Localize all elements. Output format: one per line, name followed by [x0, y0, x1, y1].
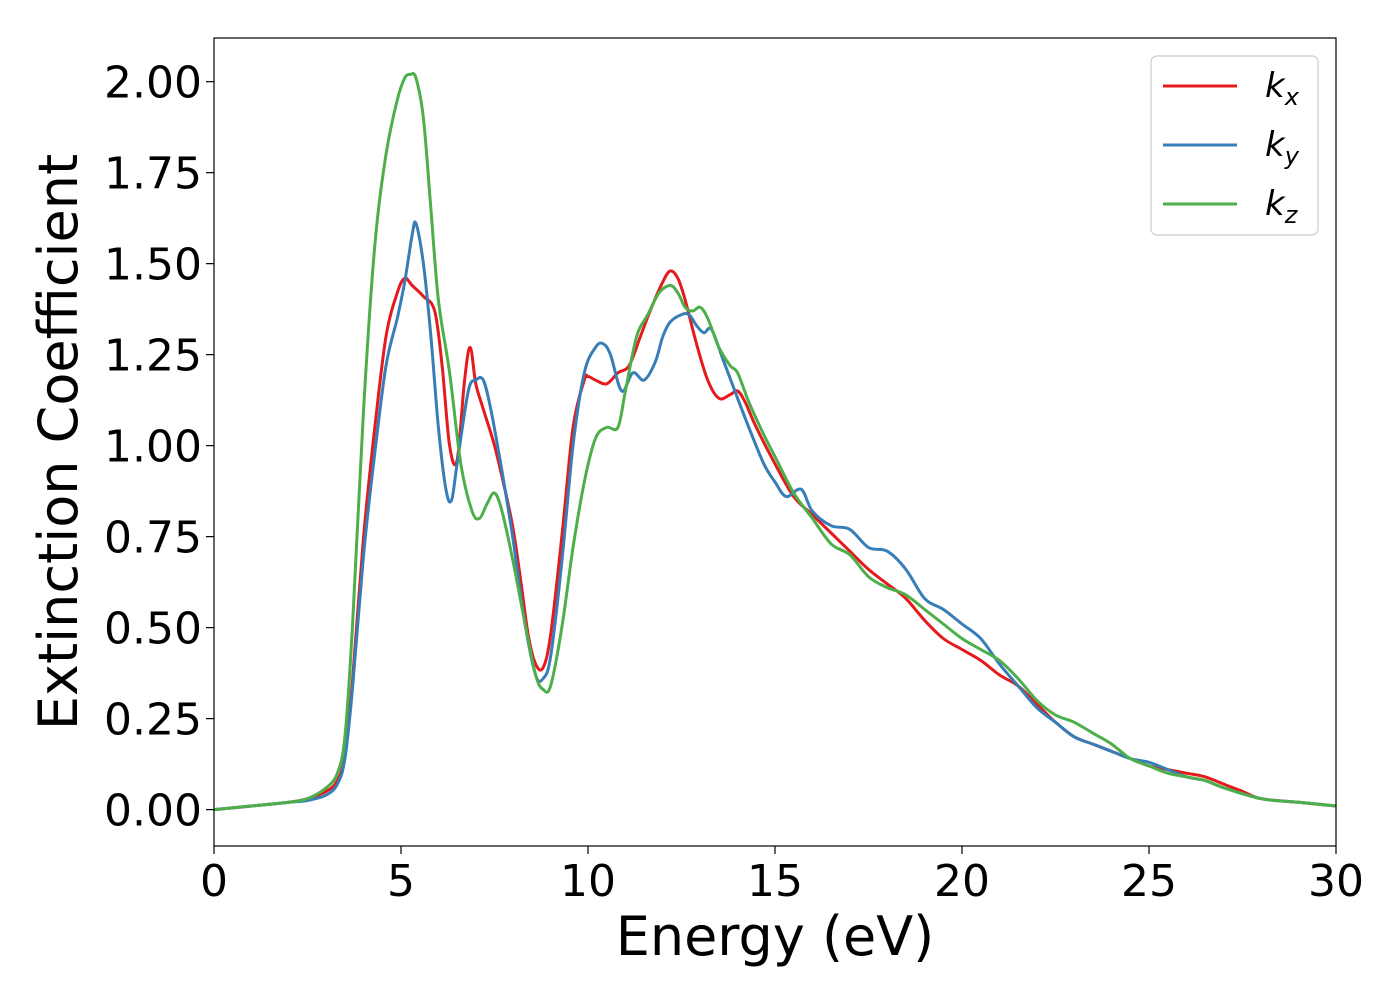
y-tick-label: 1.50	[104, 240, 202, 291]
legend-label-z: kz	[1265, 184, 1299, 229]
legend-label-base: k	[1265, 184, 1286, 224]
series-line-x	[213, 269, 1337, 812]
y-tick-label: 2.00	[104, 58, 202, 109]
y-axis-label: Extinction Coefficient	[27, 154, 90, 730]
legend-label-subscript: y	[1284, 142, 1300, 170]
x-axis-ticks: 0 5 10 15 20 25 30	[200, 846, 1364, 907]
x-tick-label: 20	[934, 856, 990, 907]
legend-label-base: k	[1265, 66, 1286, 106]
y-tick-label: 0.00	[104, 786, 202, 837]
x-tick-label: 25	[1121, 856, 1177, 907]
y-tick-label: 0.50	[104, 604, 202, 655]
x-axis-label: Energy (eV)	[616, 905, 935, 968]
y-axis-ticks: 0.00 0.25 0.50 0.75 1.00 1.25 1.50 1.75 2.00	[104, 58, 214, 837]
y-tick-label: 0.25	[104, 695, 202, 746]
y-tick-label: 1.75	[104, 149, 202, 200]
x-tick-label: 10	[560, 856, 616, 907]
series-line-z	[213, 72, 1337, 812]
y-tick-label: 1.25	[104, 331, 202, 382]
legend-label-subscript: z	[1284, 201, 1299, 229]
y-tick-label: 1.00	[104, 422, 202, 473]
legend-label-base: k	[1265, 125, 1286, 165]
legend-label-x: kx	[1265, 66, 1300, 111]
x-tick-label: 30	[1308, 856, 1364, 907]
x-tick-label: 5	[387, 856, 415, 907]
x-tick-label: 0	[200, 856, 228, 907]
legend-label-subscript: x	[1284, 83, 1300, 111]
y-tick-label: 0.75	[104, 513, 202, 564]
plot-frame	[213, 37, 1337, 847]
x-tick-label: 15	[747, 856, 803, 907]
legend-label-y: ky	[1265, 125, 1300, 170]
series-line-y	[213, 220, 1337, 812]
plot-area	[213, 72, 1337, 812]
